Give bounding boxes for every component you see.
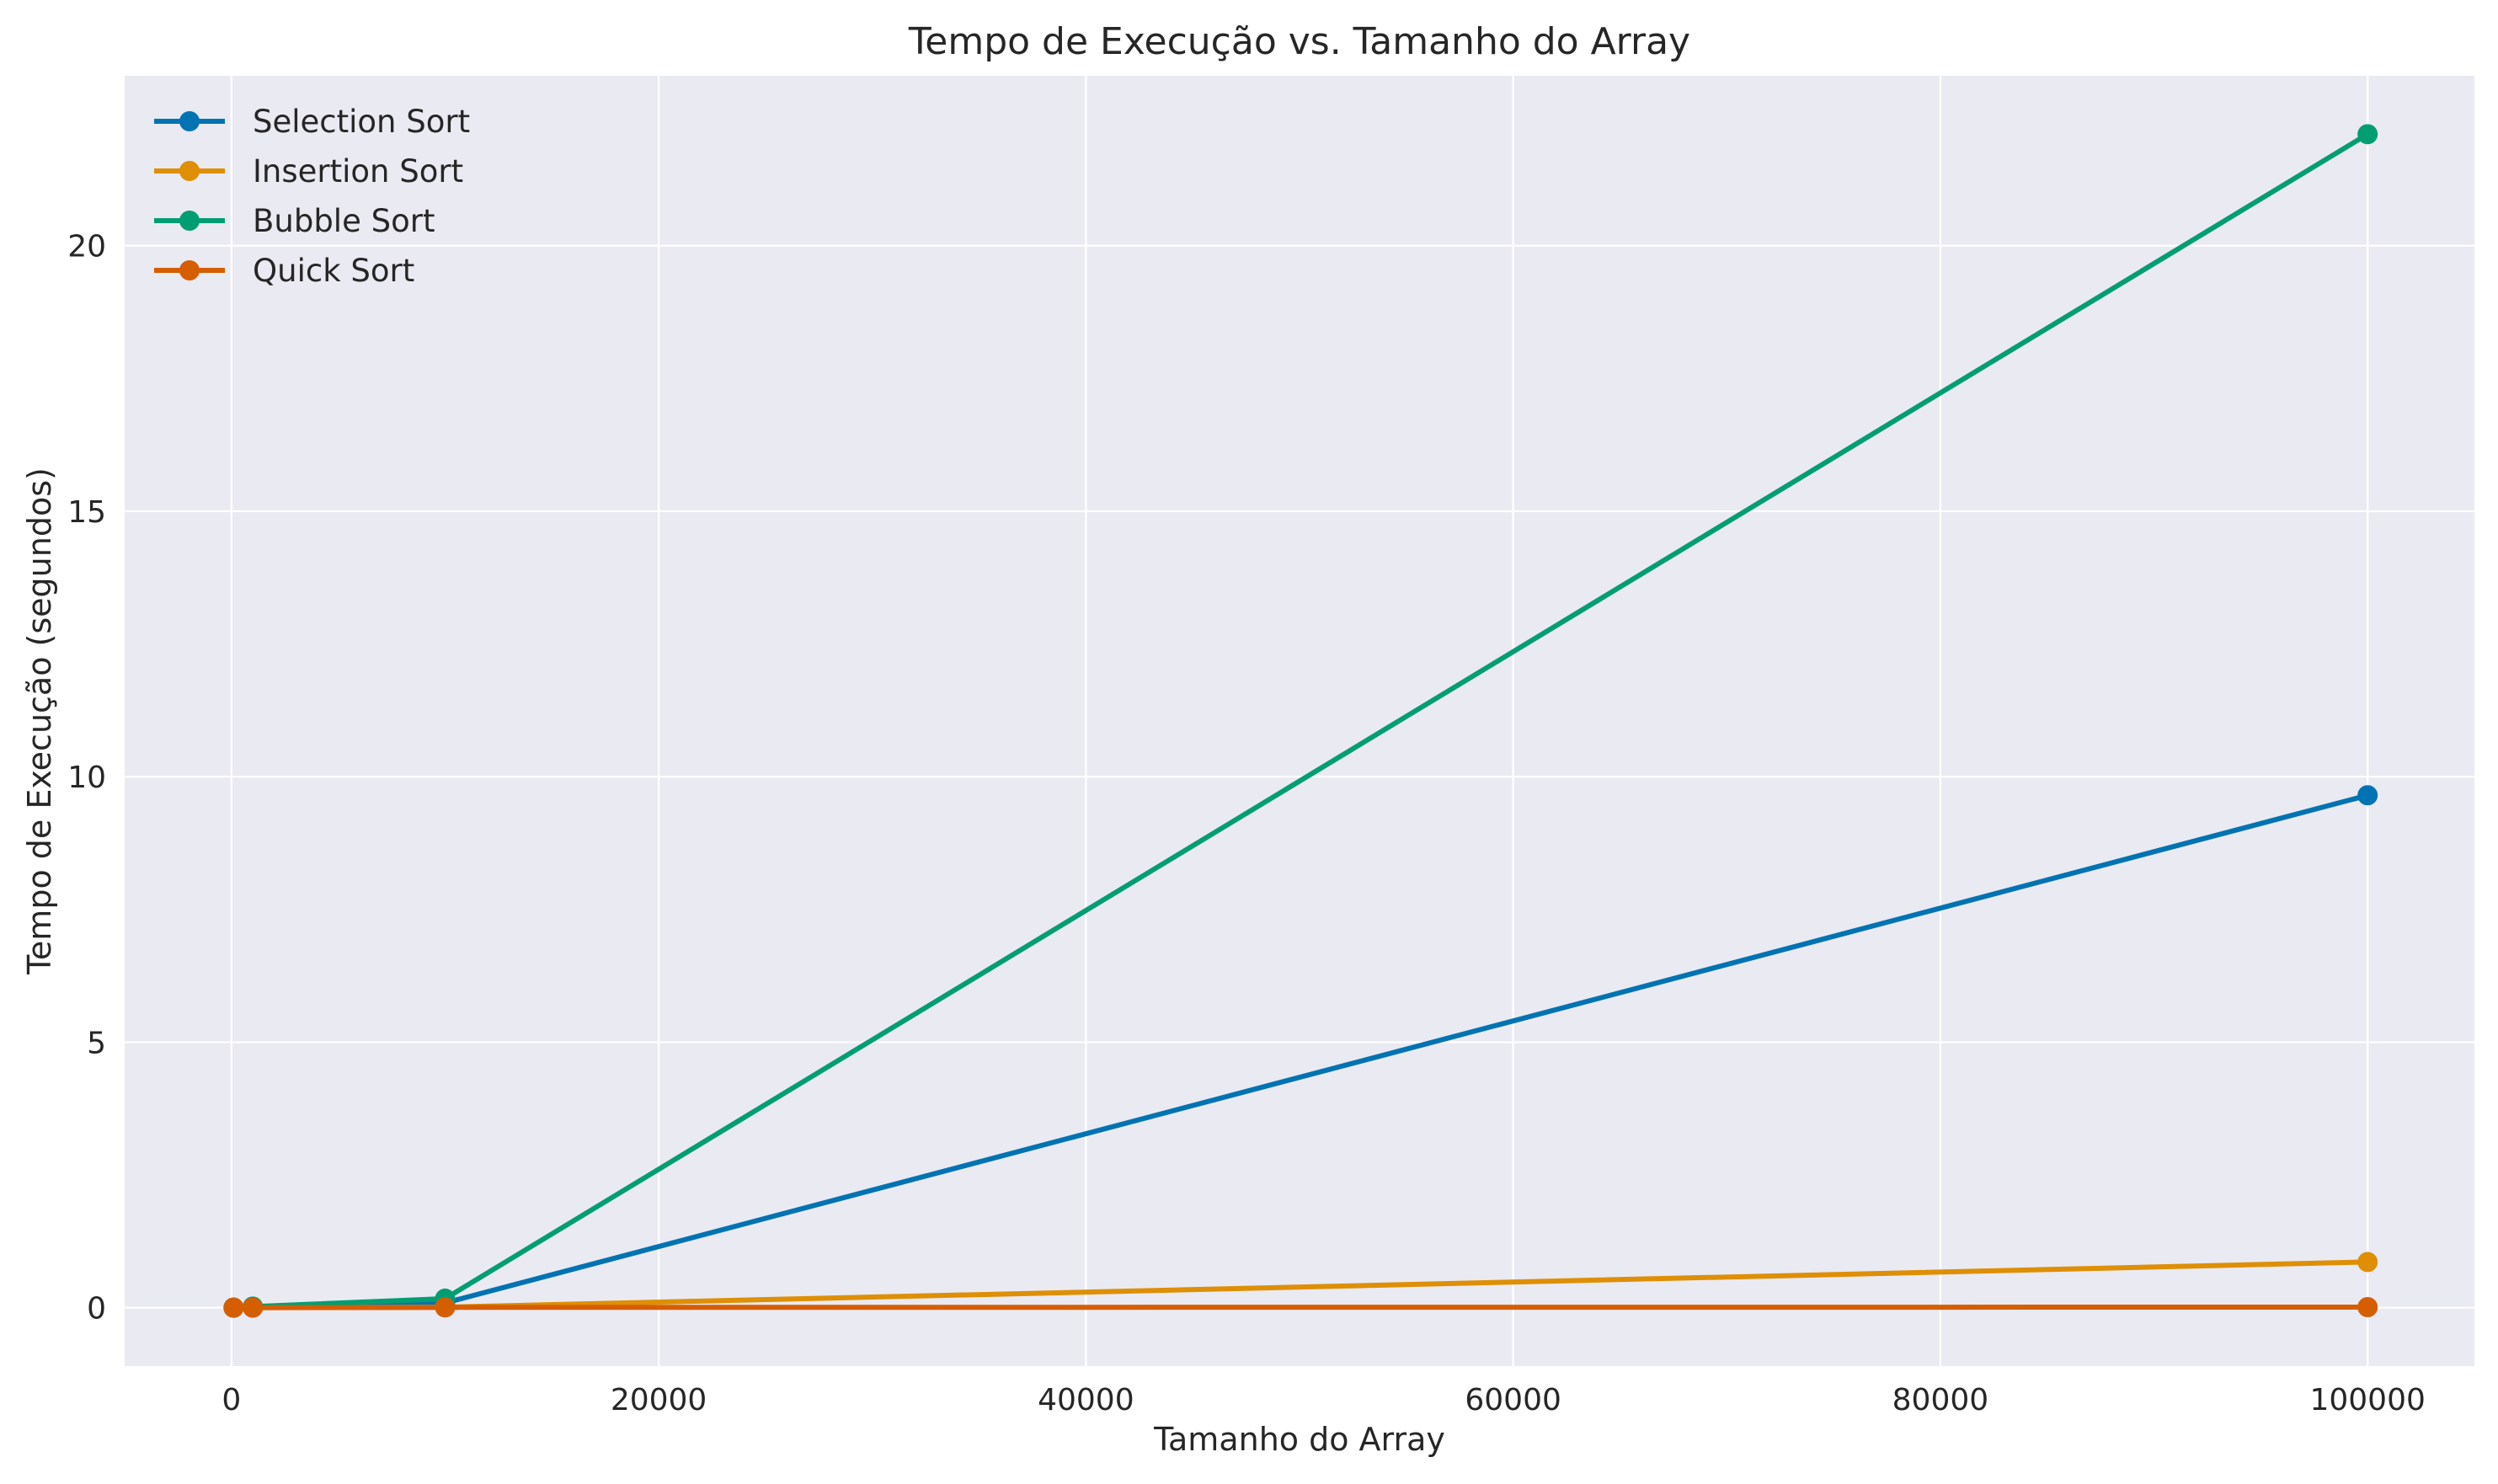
series-line-quick-sort [231,1305,2371,1311]
y-axis-label: Tempo de Execução (segundos) [21,467,58,975]
y-tick-label: 0 [87,1292,106,1327]
legend-marker-selection-sort [179,111,200,131]
legend: Selection Sort Insertion Sort Bubble Sort Q… [154,104,470,289]
legend-label-insertion-sort: Insertion Sort [253,153,463,190]
data-point-quick-sort [223,1297,244,1318]
y-tick-label: 10 [67,761,106,795]
x-tick-label: 40000 [1038,1383,1134,1417]
y-tick-label: 20 [67,230,106,264]
x-tick-label: 60000 [1465,1383,1561,1417]
x-ticks: 0 20000 40000 60000 80000 100000 [222,1383,2426,1417]
x-tick-label: 80000 [1892,1383,1989,1417]
data-point-quick-sort [435,1297,456,1318]
series-layer [223,124,2378,1318]
y-tick-label: 15 [67,495,106,530]
x-tick-label: 0 [222,1383,241,1417]
data-point-bubble-sort [2357,124,2378,145]
plot-background [125,76,2474,1366]
x-tick-label: 20000 [611,1383,707,1417]
data-point-insertion-sort [2357,1252,2378,1273]
x-tick-label: 100000 [2309,1383,2425,1417]
legend-label-bubble-sort: Bubble Sort [253,203,435,239]
y-tick-label: 5 [87,1026,106,1060]
y-ticks: 0 5 10 15 20 [67,230,106,1327]
legend-label-quick-sort: Quick Sort [253,253,414,289]
data-point-selection-sort [2357,785,2378,806]
chart-title: Tempo de Execução vs. Tamanho do Array [908,20,1690,63]
x-axis-label: Tamanho do Array [1153,1421,1445,1458]
legend-marker-insertion-sort [179,161,200,181]
legend-marker-quick-sort [179,260,200,280]
legend-label-selection-sort: Selection Sort [253,104,470,140]
legend-marker-bubble-sort [179,211,200,231]
data-point-quick-sort [243,1297,264,1318]
data-point-quick-sort [2357,1297,2378,1318]
